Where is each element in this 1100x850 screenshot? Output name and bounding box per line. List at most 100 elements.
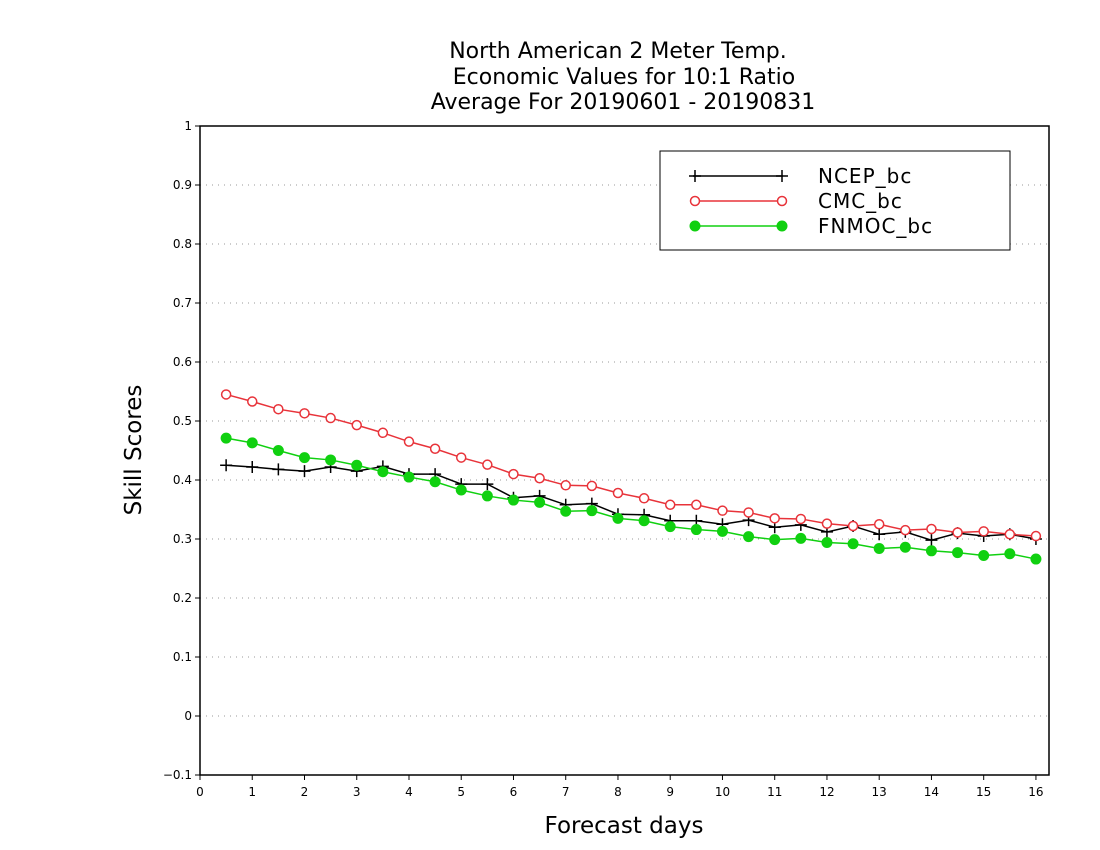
y-axis-title: Skill Scores (121, 385, 147, 516)
x-tick-label: 13 (872, 785, 887, 799)
data-point-filled-circle (873, 542, 885, 554)
data-point-filled-circle (1004, 548, 1016, 560)
data-point-filled-circle (377, 466, 389, 478)
data-point-filled-circle (560, 505, 572, 517)
data-point-open-circle (220, 389, 232, 400)
x-tick-label: 5 (457, 785, 465, 799)
data-point-open-circle (776, 195, 788, 207)
data-point-filled-circle (769, 534, 781, 546)
series-fnmoc-bc (220, 432, 1042, 565)
series-ncep-bc (220, 459, 1042, 547)
series-line-fnmoc-bc (225, 437, 1037, 560)
data-point-filled-circle (664, 521, 676, 533)
data-point-filled-circle (429, 476, 441, 488)
data-point-open-circle (743, 507, 754, 518)
x-tick-label: 1 (248, 785, 256, 799)
legend-label-ncep-bc: NCEP_bc (818, 164, 912, 188)
data-point-open-circle (403, 436, 415, 447)
chart-title-line-1: North American 2 Meter Temp. (449, 39, 787, 64)
x-tick-label: 4 (405, 785, 413, 799)
data-point-filled-circle (952, 547, 964, 559)
data-series (220, 389, 1042, 565)
data-point-open-circle (952, 527, 963, 538)
legend-label-cmc-bc: CMC_bc (818, 189, 903, 213)
axis-ticks: −0.100.10.20.30.40.50.60.70.80.910 1 2 3 4 5 6… (163, 119, 1044, 799)
data-point-open-circle (586, 480, 598, 492)
x-tick-label: 0 (196, 785, 204, 799)
data-point-open-circle (325, 412, 336, 424)
data-point-open-circle (847, 520, 859, 532)
data-point-filled-circle (743, 531, 755, 543)
data-point-filled-circle (455, 484, 467, 496)
data-point-open-circle (299, 408, 310, 419)
plot-area-frame (199, 125, 1050, 776)
data-point-open-circle (429, 443, 441, 454)
x-axis-title: Forecast days (545, 813, 704, 839)
y-tick-label: 0.5 (173, 414, 192, 428)
x-tick-label: 12 (819, 785, 834, 799)
data-point-filled-circle (978, 550, 990, 562)
data-point-plus (246, 461, 259, 474)
data-point-filled-circle (776, 220, 788, 232)
data-point-filled-circle (298, 452, 310, 464)
y-tick-label: 0.7 (173, 296, 192, 310)
y-tick-label: 0.8 (173, 237, 192, 251)
data-point-filled-circle (795, 532, 807, 544)
x-tick-label: 15 (976, 785, 991, 799)
data-point-open-circle (717, 505, 728, 516)
x-tick-label: 8 (614, 785, 622, 799)
y-tick-label: 0.6 (173, 355, 192, 369)
data-point-open-circle (560, 480, 571, 491)
data-point-open-circle (873, 519, 885, 530)
data-point-plus (481, 478, 494, 491)
data-point-open-circle (508, 468, 519, 480)
data-point-filled-circle (690, 524, 702, 536)
x-tick-label: 2 (301, 785, 309, 799)
data-point-open-circle (689, 195, 701, 207)
data-point-plus (298, 465, 311, 478)
x-tick-label: 9 (666, 785, 674, 799)
data-point-filled-circle (689, 220, 701, 232)
data-point-filled-circle (899, 541, 911, 553)
gridlines (200, 184, 1049, 717)
x-tick-label: 3 (353, 785, 361, 799)
chart-title-line-3: Average For 20190601 - 20190831 (431, 90, 816, 115)
data-point-filled-circle (638, 515, 650, 527)
x-tick-label: 6 (510, 785, 518, 799)
data-point-open-circle (351, 419, 362, 431)
y-tick-label: 0.3 (173, 532, 192, 546)
data-point-open-circle (612, 487, 624, 499)
x-tick-label: 14 (924, 785, 939, 799)
data-point-plus (873, 528, 886, 541)
data-point-plus (689, 170, 701, 182)
data-point-open-circle (273, 403, 284, 415)
data-point-open-circle (821, 518, 833, 529)
x-tick-label: 10 (715, 785, 730, 799)
legend-label-fnmoc-bc: FNMOC_bc (818, 214, 933, 238)
data-point-filled-circle (507, 494, 519, 506)
data-point-plus (776, 170, 788, 182)
data-point-filled-circle (325, 454, 337, 466)
data-point-filled-circle (246, 437, 258, 449)
series-line-ncep-bc (226, 464, 1037, 541)
series-cmc-bc (220, 389, 1042, 542)
chart-title: North American 2 Meter Temp. Economic Va… (431, 39, 816, 115)
data-point-plus (220, 459, 233, 472)
x-tick-label: 11 (767, 785, 782, 799)
data-point-filled-circle (534, 496, 546, 508)
y-tick-label: 0.1 (173, 650, 192, 664)
data-point-open-circle (482, 459, 493, 470)
y-tick-label: 0.2 (173, 591, 192, 605)
data-point-filled-circle (716, 525, 728, 537)
data-point-open-circle (926, 523, 937, 535)
x-tick-label: 7 (562, 785, 570, 799)
data-point-open-circle (795, 513, 807, 525)
data-point-open-circle (246, 396, 258, 407)
data-point-open-circle (664, 499, 676, 511)
data-point-open-circle (769, 513, 780, 524)
data-point-open-circle (1030, 530, 1042, 542)
data-point-open-circle (1004, 529, 1016, 540)
data-point-open-circle (978, 526, 989, 537)
